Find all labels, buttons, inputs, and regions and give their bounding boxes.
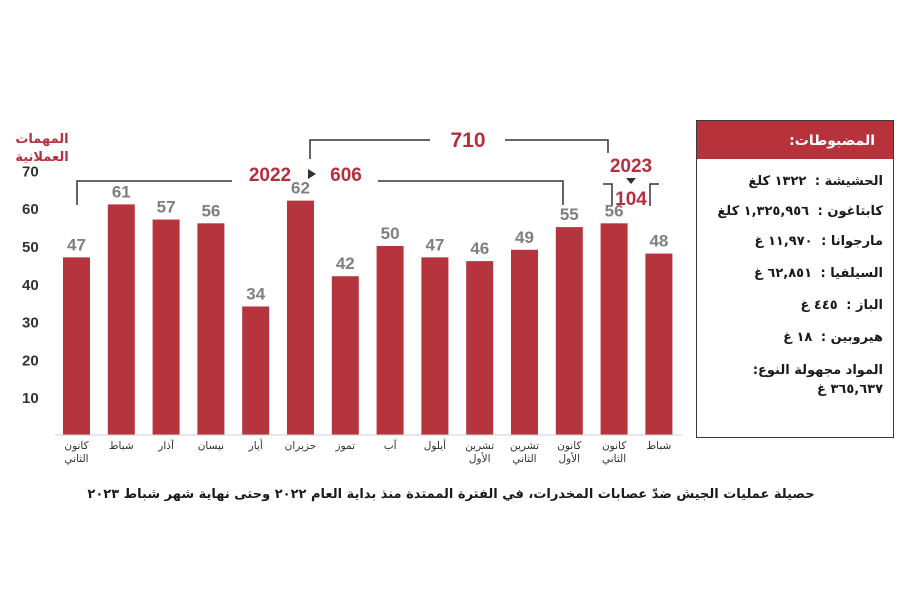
y-tick-label: 30	[22, 315, 39, 332]
x-tick-label: أيلول	[424, 438, 446, 452]
bar	[242, 306, 270, 435]
bar	[645, 253, 673, 435]
bar-value-label: 56	[605, 201, 624, 220]
arrow-down-icon	[626, 178, 636, 184]
bar-value-label: 47	[425, 235, 444, 254]
x-tick-label: نيسان	[198, 440, 224, 452]
seizure-item: السيلفيا : ٦٢,٨٥١ غ	[753, 266, 883, 281]
bar	[107, 204, 135, 435]
y-tick-label: 50	[22, 239, 39, 256]
x-tick-label: شباط	[109, 440, 134, 452]
seizure-item: هيروبين : ١٨ غ	[783, 330, 883, 345]
arrow-right-icon	[308, 169, 316, 179]
seizures-title: المضبوطات:	[697, 121, 893, 159]
bar	[421, 257, 449, 435]
bar	[466, 261, 494, 435]
bar	[152, 219, 180, 435]
seizure-item: كابتاغون : ١,٣٢٥,٩٥٦ كلغ	[717, 204, 883, 219]
bar-value-label: 61	[112, 182, 131, 201]
x-tick-label: شباط	[646, 440, 671, 452]
year-2022-label: 2022	[249, 165, 291, 186]
x-tick-label: آب	[384, 439, 398, 452]
y-tick-label: 10	[22, 390, 39, 407]
x-tick-label: كانون الثاني	[64, 440, 88, 465]
unknown-substances-label: المواد مجهولة النوع:	[752, 363, 883, 378]
bracket-2023	[603, 183, 659, 206]
year-2023-label: 2023	[610, 156, 652, 177]
x-tick-label: حزيران	[285, 440, 317, 452]
year-2022-total: 606	[330, 165, 362, 186]
y-tick-label: 40	[22, 277, 39, 294]
bar-value-label: 47	[67, 235, 86, 254]
bar	[555, 227, 583, 435]
bar-value-label: 48	[649, 232, 668, 251]
bar	[287, 200, 314, 435]
x-tick-label: كانون الثاني	[602, 440, 626, 465]
bar	[376, 246, 404, 435]
bracket-2022	[76, 180, 564, 205]
bar	[63, 257, 90, 435]
x-tick-label: تموز	[335, 440, 356, 452]
bar-value-label: 42	[336, 254, 355, 273]
bar-value-label: 50	[381, 224, 400, 243]
x-tick-label: تشرين الأول	[465, 440, 494, 465]
year-2023-total: 104	[615, 189, 647, 210]
total-label: 710	[450, 129, 485, 152]
bar	[331, 276, 359, 435]
x-tick-label: كانون الأول	[557, 440, 581, 465]
total-bracket	[309, 139, 609, 159]
y-axis-label: المهمات العملانية	[15, 132, 69, 165]
bar-value-label: 46	[470, 239, 489, 258]
x-tick-label: آذار	[157, 439, 175, 452]
x-tick-label: أيار	[248, 438, 263, 452]
bar-value-label: 57	[157, 198, 176, 217]
seizure-item: الحشيشة : ١٣٢٢ كلغ	[748, 174, 883, 189]
bars: 47 كانون الثاني 61 شباط 57 آذار 56 نيسان 34 أيار 62…	[63, 179, 673, 465]
bar	[600, 223, 628, 435]
y-tick-label: 20	[22, 352, 39, 369]
seizure-item: مارجوانا : ١١,٩٧٠ غ	[754, 234, 883, 249]
chart-caption: حصيلة عمليات الجيش ضدّ عصابات المخدرات، …	[87, 487, 815, 502]
y-tick-label: 70	[22, 163, 39, 180]
bar-value-label: 55	[560, 205, 579, 224]
x-tick-label: تشرين الثاني	[510, 440, 539, 465]
bar	[197, 223, 225, 435]
bar-value-label: 34	[246, 284, 265, 303]
seizure-item: الباز : ٤٤٥ غ	[800, 298, 883, 313]
bar-value-label: 49	[515, 228, 534, 247]
seizures-list: الحشيشة : ١٣٢٢ كلغ كابتاغون : ١,٣٢٥,٩٥٦ …	[697, 159, 893, 397]
bar	[511, 249, 538, 435]
bar-value-label: 56	[201, 201, 220, 220]
y-tick-label: 60	[22, 201, 39, 218]
annotation-brackets: 710 2022 606 2023 104	[76, 129, 659, 210]
unknown-substances-qty: ٣٦٥,٦٣٧ غ	[817, 382, 883, 397]
bar-value-label: 62	[291, 179, 310, 198]
seizures-panel: المضبوطات: الحشيشة : ١٣٢٢ كلغ كابتاغون :…	[696, 120, 894, 438]
